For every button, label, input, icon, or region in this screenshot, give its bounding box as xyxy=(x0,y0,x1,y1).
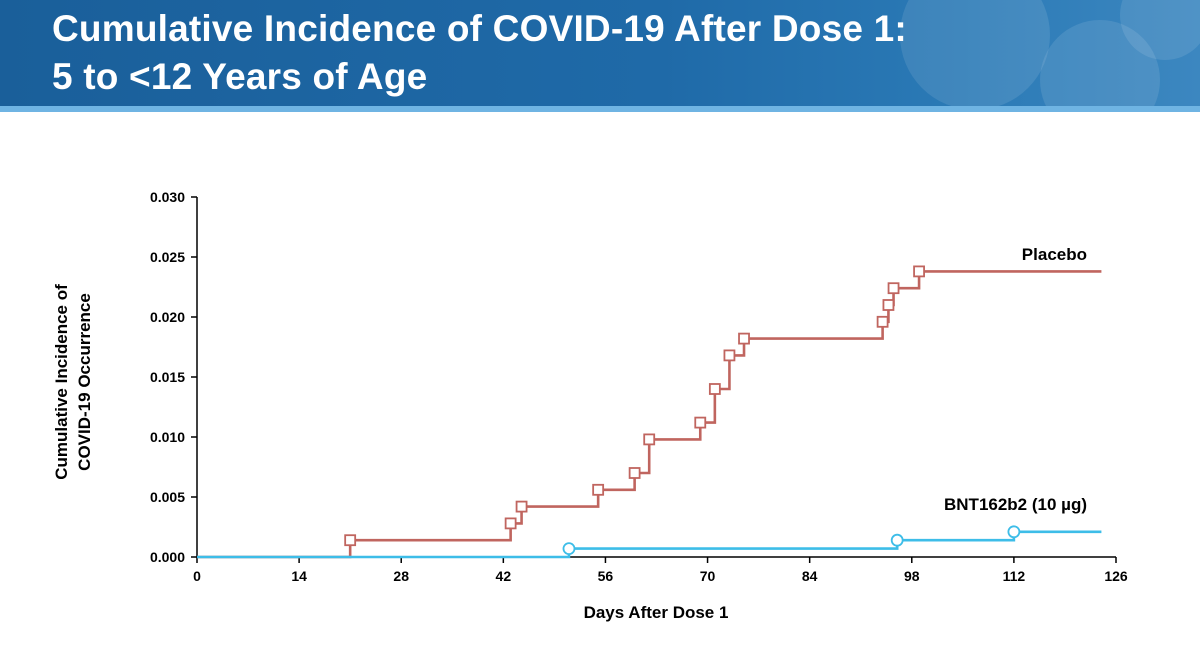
placebo-marker xyxy=(592,483,605,496)
placebo-marker xyxy=(876,315,889,328)
y-tick-label: 0.000 xyxy=(150,549,185,565)
slide-header: Cumulative Incidence of COVID-19 After D… xyxy=(0,0,1200,112)
header-stripe xyxy=(0,106,1200,112)
header-decoration xyxy=(1040,20,1160,112)
y-tick-label: 0.015 xyxy=(150,369,185,385)
slide-title-line-2: 5 to <12 Years of Age xyxy=(52,56,428,97)
cumulative-incidence-chart: 0 14 28 42 56 70 84 98 112 126 0.000 0.005 0.010 0.01… xyxy=(52,189,1128,622)
placebo-marker xyxy=(708,383,721,395)
chart-plot-area: Placebo BNT162b2 (10 µg) xyxy=(197,245,1102,559)
y-tick-label: 0.030 xyxy=(150,189,185,205)
y-tick-label: 0.025 xyxy=(150,249,185,265)
placebo-marker xyxy=(628,467,641,479)
placebo-marker xyxy=(882,299,895,311)
bnt162b2-marker xyxy=(890,533,904,547)
y-axis-label-line-2: COVID-19 Occurrence xyxy=(75,293,94,471)
bnt162b2-marker xyxy=(562,542,576,556)
placebo-marker xyxy=(344,534,357,547)
y-tick-label: 0.010 xyxy=(150,429,185,445)
bnt162b2-label: BNT162b2 (10 µg) xyxy=(944,495,1087,514)
y-axis-label-line-1: Cumulative Incidence of xyxy=(52,284,71,480)
placebo-marker xyxy=(887,282,900,295)
placebo-marker xyxy=(515,500,528,513)
placebo-marker xyxy=(738,332,750,345)
placebo-label: Placebo xyxy=(1022,245,1087,264)
placebo-marker xyxy=(643,433,656,446)
x-tick-label: 0 xyxy=(193,568,201,584)
placebo-marker xyxy=(723,349,736,362)
placebo-marker xyxy=(694,416,707,429)
chart-axes: 0 14 28 42 56 70 84 98 112 126 0.000 0.005 0.010 0.01… xyxy=(150,189,1128,584)
series-line-1 xyxy=(197,530,1102,559)
x-tick-label: 98 xyxy=(904,568,920,584)
x-tick-label: 14 xyxy=(291,568,307,584)
bnt162b2-marker xyxy=(1007,525,1021,539)
x-tick-label: 84 xyxy=(802,568,818,584)
header-decoration xyxy=(900,0,1050,110)
placebo-marker xyxy=(913,265,925,278)
x-axis-label: Days After Dose 1 xyxy=(584,603,729,622)
series-line-0 xyxy=(197,270,1102,559)
placebo-marker xyxy=(504,517,517,530)
y-tick-label: 0.020 xyxy=(150,309,185,325)
y-tick-label: 0.005 xyxy=(150,489,185,505)
x-tick-label: 112 xyxy=(1003,568,1026,584)
x-tick-label: 70 xyxy=(700,568,716,584)
x-tick-label: 42 xyxy=(496,568,512,584)
x-tick-label: 126 xyxy=(1104,568,1128,584)
x-tick-label: 28 xyxy=(393,568,409,584)
slide-title-line-1: Cumulative Incidence of COVID-19 After D… xyxy=(52,8,907,49)
x-tick-label: 56 xyxy=(598,568,614,584)
